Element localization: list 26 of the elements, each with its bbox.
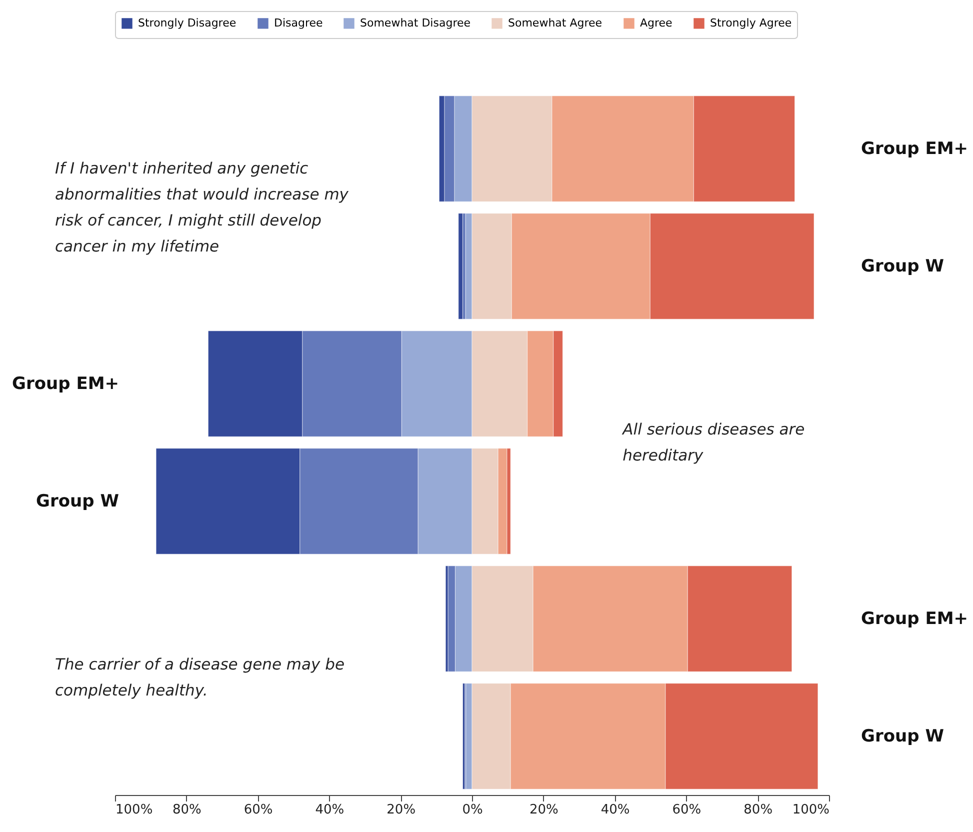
legend-label: Disagree	[274, 16, 324, 30]
x-tick-label: 0%	[462, 802, 483, 818]
annotation: The carrier of a disease gene may be completely healthy.	[55, 656, 344, 700]
legend-label: Somewhat Agree	[508, 16, 602, 30]
x-tick-label: 80%	[744, 802, 773, 818]
x-tick-label: 20%	[386, 802, 416, 818]
annotation: All serious diseases are hereditary	[622, 420, 805, 464]
x-tick-label: 60%	[672, 802, 702, 818]
y-tick-label: Group EM+	[861, 138, 968, 159]
annotation: If I haven't inherited any genetic abnormalities that would increase my risk of cancer, I might still develop cancer in my lifetime	[55, 160, 350, 256]
x-tick-label: 80%	[172, 802, 202, 818]
y-tick-label: Group W	[861, 726, 944, 746]
legend-label: Strongly Agree	[710, 16, 792, 30]
x-tick-label: 60%	[244, 802, 273, 818]
legend-label: Agree	[640, 16, 673, 30]
x-tick-label: 40%	[600, 802, 630, 818]
x-tick-label: 100%	[792, 802, 830, 818]
x-tick-label: 20%	[529, 802, 558, 818]
y-tick-label: Group EM+	[12, 374, 119, 394]
y-tick-label: Group W	[36, 491, 120, 512]
legend-label: Somewhat Disagree	[360, 16, 471, 30]
y-tick-label: Group W	[861, 256, 944, 276]
legend-label: Strongly Disagree	[138, 16, 236, 30]
x-tick-label: 100%	[116, 802, 153, 818]
y-tick-label: Group EM+	[861, 608, 968, 629]
x-tick-label: 40%	[315, 802, 344, 818]
